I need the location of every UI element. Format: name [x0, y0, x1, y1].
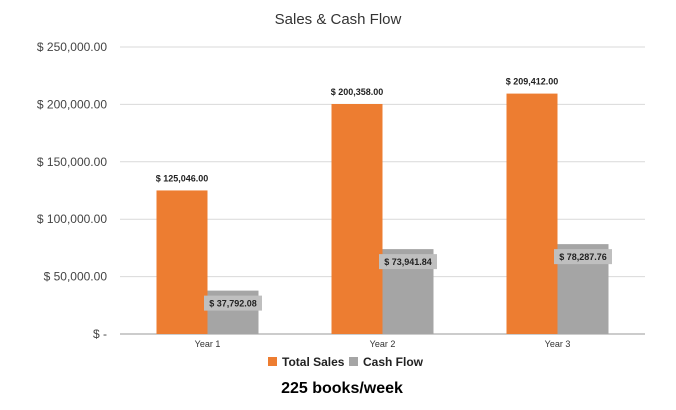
data-label-background — [379, 254, 437, 270]
y-tick-label: $ 100,000.00 — [37, 212, 107, 226]
data-label: $ 200,358.00 — [331, 87, 384, 97]
y-tick-label: $ - — [93, 327, 107, 341]
x-axis-ticks: Year 1 Year 2 Year 3 — [195, 339, 571, 349]
data-label-background — [204, 295, 262, 311]
y-tick-label: $ 50,000.00 — [44, 270, 108, 284]
legend-label: Cash Flow — [363, 355, 424, 369]
y-tick-label: $ 150,000.00 — [37, 155, 107, 169]
data-label: $ 37,792.08 — [209, 299, 257, 309]
x-tick-label: Year 1 — [195, 339, 221, 349]
data-label: $ 78,287.76 — [559, 252, 607, 262]
x-tick-label: Year 3 — [545, 339, 571, 349]
data-label: $ 73,941.84 — [384, 257, 432, 267]
bar-total-sales — [331, 103, 383, 334]
data-label-background — [554, 249, 612, 265]
chart-title: Sales & Cash Flow — [275, 11, 402, 28]
bar-total-sales — [156, 190, 208, 334]
x-tick-label: Year 2 — [370, 339, 396, 349]
legend-swatch — [349, 357, 358, 366]
chart-caption: 225 books/week — [281, 380, 403, 397]
y-axis-ticks: $ - $ 50,000.00 $ 100,000.00 $ 150,000.00 $ … — [37, 40, 107, 341]
legend-label: Total Sales — [282, 355, 345, 369]
data-label: $ 209,412.00 — [506, 77, 559, 87]
legend-swatch — [268, 357, 277, 366]
data-label: $ 125,046.00 — [156, 173, 209, 183]
legend: Total Sales Cash Flow — [268, 355, 424, 369]
bar-total-sales — [506, 93, 558, 334]
y-tick-label: $ 250,000.00 — [37, 40, 107, 54]
y-tick-label: $ 200,000.00 — [37, 97, 107, 111]
data-labels: $ 125,046.00 $ 37,792.08 $ 200,358.00 $ 73,… — [156, 77, 612, 311]
